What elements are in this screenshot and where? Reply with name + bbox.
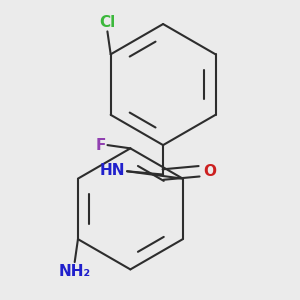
Text: O: O — [203, 164, 216, 179]
Text: Cl: Cl — [99, 15, 116, 30]
Text: F: F — [95, 138, 106, 153]
Text: HN: HN — [100, 163, 125, 178]
Text: NH₂: NH₂ — [58, 264, 91, 279]
